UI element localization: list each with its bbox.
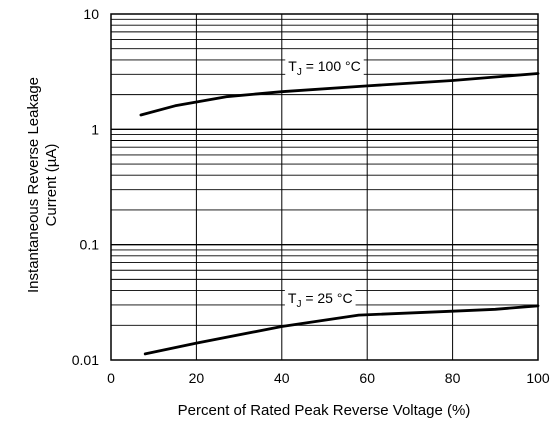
x-tick-label: 40 — [274, 370, 290, 386]
series-label-symbol: T — [288, 58, 297, 74]
series-label-1: TJ = 100 °C — [285, 57, 364, 78]
series-label-subscript: J — [297, 67, 302, 78]
y-axis-label: Instantaneous Reverse Leakage Current (µ… — [25, 77, 60, 293]
tick-labels: 0 20 40 60 80 100 0.01 0.1 1 10 — [72, 6, 550, 386]
series-label-background — [284, 289, 356, 310]
x-axis-label: Percent of Rated Peak Reverse Voltage (%… — [178, 402, 471, 419]
series-line-2 — [143, 304, 540, 356]
series-label-text: TJ = 25 °C — [288, 290, 353, 310]
x-tick-label: 0 — [107, 370, 115, 386]
x-tick-label: 100 — [526, 370, 550, 386]
y-tick-label: 0.1 — [80, 237, 100, 253]
x-tick-label: 20 — [189, 370, 205, 386]
y-axis-label-line-1: Instantaneous Reverse Leakage — [25, 77, 42, 293]
y-tick-label: 10 — [83, 6, 99, 22]
series-label-subscript: J — [296, 299, 301, 310]
series-label-rest: = 25 °C — [301, 290, 352, 306]
series-label-2: TJ = 25 °C — [284, 289, 356, 310]
x-tick-label: 80 — [445, 370, 461, 386]
x-tick-label: 60 — [359, 370, 375, 386]
y-axis-label-line-2: Current (µA) — [43, 144, 60, 227]
y-tick-label: 0.01 — [72, 352, 99, 368]
plot-frame — [110, 13, 539, 361]
series-label-text: TJ = 100 °C — [288, 58, 360, 78]
series-line-1 — [139, 72, 540, 117]
series-label-background — [285, 57, 364, 78]
y-tick-label: 1 — [91, 121, 99, 137]
series-layer: TJ = 100 °CTJ = 25 °C — [139, 57, 540, 356]
series-label-rest: = 100 °C — [302, 58, 361, 74]
series-label-symbol: T — [288, 290, 297, 306]
